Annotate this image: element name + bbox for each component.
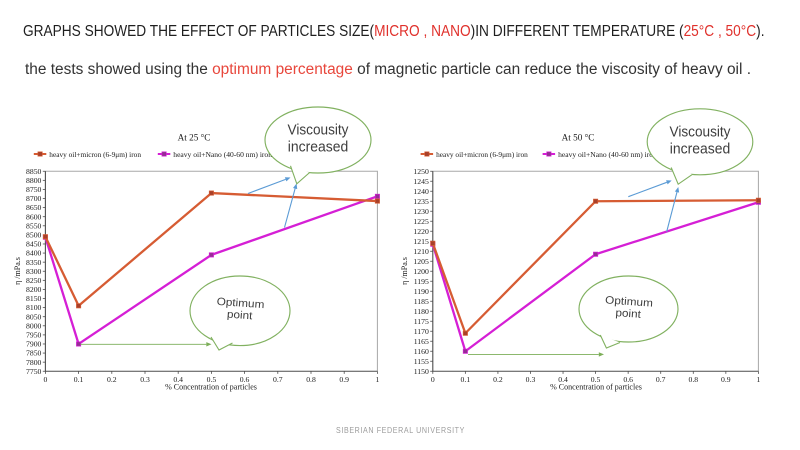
svg-text:0.6: 0.6	[240, 375, 250, 384]
svg-text:0.4: 0.4	[173, 375, 183, 384]
svg-text:0.7: 0.7	[273, 375, 283, 384]
svg-text:1225: 1225	[413, 217, 429, 226]
svg-text:0.9: 0.9	[721, 375, 731, 384]
svg-text:η /mPa.s: η /mPa.s	[13, 257, 22, 285]
svg-text:1200: 1200	[413, 267, 429, 276]
svg-text:0.2: 0.2	[107, 375, 117, 384]
svg-text:Optimum: Optimum	[216, 296, 265, 311]
svg-text:8600: 8600	[26, 212, 42, 221]
svg-text:1235: 1235	[413, 197, 429, 206]
svg-text:1: 1	[375, 375, 379, 384]
svg-text:1250: 1250	[413, 167, 429, 176]
svg-text:% Concentration of particles: % Concentration of particles	[550, 383, 642, 392]
svg-text:8800: 8800	[26, 176, 42, 185]
svg-text:heavy oil+Nano (40-60 nm) iron: heavy oil+Nano (40-60 nm) iron	[173, 150, 272, 159]
svg-text:point: point	[227, 309, 253, 323]
svg-text:increased: increased	[670, 141, 731, 158]
svg-text:0.8: 0.8	[688, 375, 698, 384]
svg-text:1245: 1245	[413, 177, 429, 186]
svg-text:0.9: 0.9	[339, 375, 349, 384]
svg-text:8850: 8850	[26, 167, 42, 176]
svg-text:0.3: 0.3	[140, 375, 150, 384]
svg-text:Viscousity: Viscousity	[670, 124, 731, 141]
svg-text:7850: 7850	[26, 349, 42, 358]
svg-text:1195: 1195	[414, 277, 429, 286]
svg-text:heavy oil+micron (6-9μm) iron: heavy oil+micron (6-9μm) iron	[49, 150, 141, 159]
svg-text:8450: 8450	[26, 240, 42, 249]
svg-text:0.2: 0.2	[493, 375, 503, 384]
svg-text:7900: 7900	[26, 340, 42, 349]
svg-text:0.3: 0.3	[526, 375, 536, 384]
svg-text:8300: 8300	[26, 267, 42, 276]
svg-text:8150: 8150	[26, 294, 42, 303]
svg-text:8750: 8750	[26, 185, 42, 194]
svg-text:0.5: 0.5	[207, 375, 217, 384]
svg-text:0.1: 0.1	[461, 375, 471, 384]
svg-text:1170: 1170	[414, 327, 429, 336]
svg-text:0: 0	[43, 375, 47, 384]
svg-text:1180: 1180	[414, 307, 429, 316]
svg-text:1220: 1220	[413, 227, 429, 236]
svg-text:1215: 1215	[413, 237, 429, 246]
svg-text:8000: 8000	[26, 321, 42, 330]
svg-text:1190: 1190	[414, 287, 429, 296]
svg-text:0.6: 0.6	[623, 375, 633, 384]
svg-text:7750: 7750	[26, 367, 42, 376]
svg-text:8550: 8550	[26, 221, 42, 230]
svg-text:8500: 8500	[26, 230, 42, 239]
svg-text:8400: 8400	[26, 249, 42, 258]
svg-text:0.4: 0.4	[558, 375, 568, 384]
svg-text:8700: 8700	[26, 194, 42, 203]
svg-text:heavy oil+Nano (40-60 nm) iron: heavy oil+Nano (40-60 nm) iron	[558, 150, 657, 159]
svg-text:At 50 °C: At 50 °C	[562, 133, 595, 143]
svg-text:increased: increased	[288, 139, 349, 156]
svg-text:1150: 1150	[414, 367, 429, 376]
svg-text:heavy oil+micron (6-9μm) iron: heavy oil+micron (6-9μm) iron	[436, 150, 528, 159]
svg-text:1155: 1155	[414, 357, 429, 366]
svg-text:point: point	[615, 307, 641, 321]
svg-text:7800: 7800	[26, 358, 42, 367]
svg-text:0.5: 0.5	[591, 375, 601, 384]
svg-text:0.7: 0.7	[656, 375, 666, 384]
svg-text:1210: 1210	[413, 247, 429, 256]
svg-text:8650: 8650	[26, 203, 42, 212]
svg-text:1205: 1205	[413, 257, 429, 266]
svg-text:η /mPa.s: η /mPa.s	[400, 257, 409, 285]
svg-text:1185: 1185	[414, 297, 429, 306]
svg-text:% Concentration of particles: % Concentration of particles	[165, 383, 257, 392]
svg-text:8100: 8100	[26, 303, 42, 312]
svg-text:0.1: 0.1	[74, 375, 84, 384]
svg-text:Viscousity: Viscousity	[288, 122, 349, 139]
svg-text:8250: 8250	[26, 276, 42, 285]
svg-text:1175: 1175	[414, 317, 429, 326]
svg-text:0.8: 0.8	[306, 375, 316, 384]
svg-text:0: 0	[431, 375, 435, 384]
svg-text:8050: 8050	[26, 312, 42, 321]
svg-text:Optimum: Optimum	[605, 294, 654, 309]
svg-text:1165: 1165	[414, 337, 429, 346]
svg-text:At 25 °C: At 25 °C	[178, 133, 211, 143]
svg-text:1160: 1160	[414, 347, 429, 356]
svg-text:1230: 1230	[413, 207, 429, 216]
svg-text:8200: 8200	[26, 285, 42, 294]
svg-text:1240: 1240	[413, 187, 429, 196]
svg-text:7950: 7950	[26, 330, 42, 339]
svg-text:8350: 8350	[26, 258, 42, 267]
svg-text:1: 1	[756, 375, 760, 384]
